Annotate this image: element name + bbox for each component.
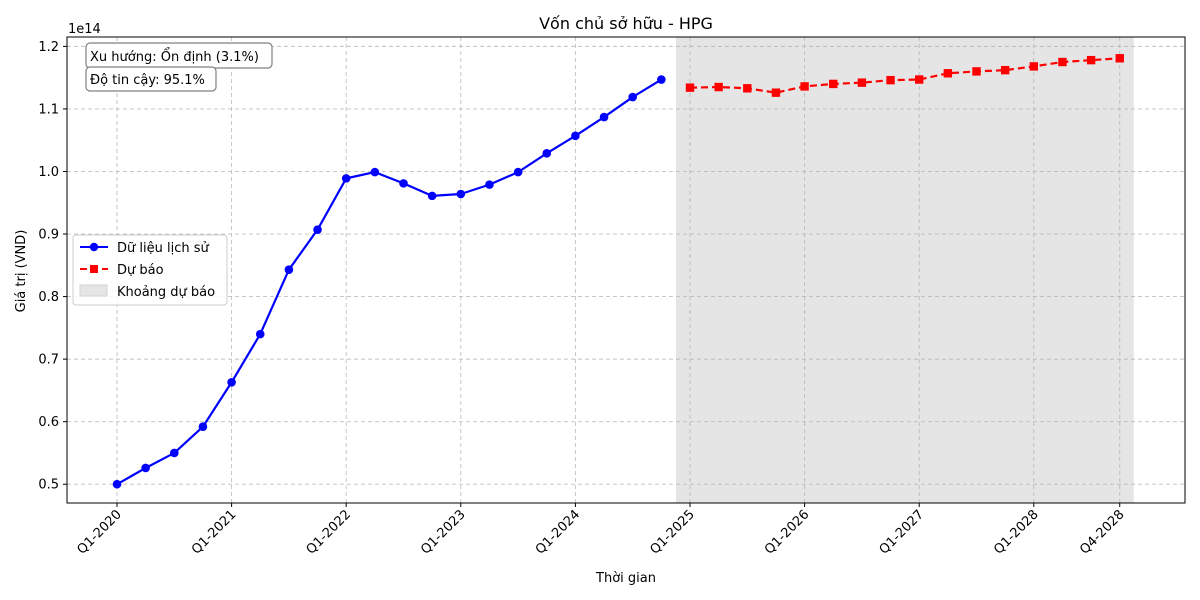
history-point <box>628 92 637 102</box>
history-point <box>255 329 265 339</box>
y-tick-label: 1.0 <box>38 165 59 180</box>
y-tick-label: 1.1 <box>38 102 59 117</box>
y-tick-label: 1.2 <box>38 40 59 55</box>
legend-shade-swatch <box>79 284 108 297</box>
forecast-point <box>857 78 867 87</box>
history-point <box>227 377 236 387</box>
x-tick-label: Q1-2027 <box>877 507 927 557</box>
forecast-point <box>1058 57 1067 67</box>
x-tick-label: Q1-2023 <box>418 507 468 557</box>
history-point <box>456 189 466 199</box>
history-point <box>542 149 552 158</box>
history-point <box>513 167 523 177</box>
forecast-point <box>886 75 895 85</box>
history-point <box>170 448 179 458</box>
forecast-shaded-region <box>676 37 1134 503</box>
annotation-trend-text: Xu hướng: Ổn định (3.1%) <box>90 48 259 65</box>
history-point <box>427 191 437 201</box>
y-axis-label: Giá trị (VND) <box>14 230 29 313</box>
plot-frame <box>66 36 1186 504</box>
x-tick-label: Q4-2028 <box>1077 507 1127 557</box>
x-tick-label: Q1-2024 <box>533 507 583 557</box>
x-tick-label: Q1-2025 <box>647 507 697 557</box>
legend-history-marker <box>89 242 99 252</box>
history-point <box>141 463 150 473</box>
y-tick-label: 0.7 <box>38 353 59 368</box>
history-point <box>341 174 351 183</box>
annotation-trend: Xu hướng: Ổn định (3.1%) <box>85 42 273 69</box>
x-axis-label: Thời gian <box>595 571 656 586</box>
legend-shade-label: Khoảng dự báo <box>117 285 215 300</box>
annotation-confidence-text: Độ tin cậy: 95.1% <box>90 73 205 88</box>
forecast-point <box>771 88 781 97</box>
history-point <box>599 112 609 122</box>
history-point <box>485 180 494 189</box>
chart-title: Vốn chủ sở hữu - HPG <box>539 14 713 33</box>
forecast-point <box>800 82 809 91</box>
forecast-point <box>1000 65 1010 75</box>
history-point <box>657 75 666 84</box>
forecast-point <box>685 83 695 92</box>
forecast-point <box>1086 55 1096 65</box>
forecast-point <box>943 69 953 78</box>
forecast-point <box>714 82 723 92</box>
history-line <box>116 78 662 486</box>
history-point <box>198 422 208 431</box>
legend: Dữ liệu lịch sử Khoảng dự báo Dự báo <box>72 234 228 306</box>
forecast-point <box>915 75 924 84</box>
y-tick-label: 0.5 <box>38 478 59 493</box>
y-tick-label: 0.6 <box>38 415 59 430</box>
history-point <box>112 479 122 489</box>
y-axis-multiplier: 1e14 <box>68 22 101 37</box>
forecast-point <box>829 79 838 89</box>
history-point <box>399 179 408 188</box>
legend-forecast-marker <box>90 265 98 273</box>
forecast-point <box>743 84 752 93</box>
x-tick-label: Q1-2022 <box>304 507 354 557</box>
forecast-point <box>972 67 981 76</box>
x-tick-label: Q1-2028 <box>991 507 1041 557</box>
legend-history-label: Dữ liệu lịch sử <box>117 241 209 256</box>
history-point <box>313 225 322 234</box>
legend-forecast-label: Dự báo <box>117 263 164 278</box>
history-point <box>284 265 294 274</box>
y-tick-label: 0.8 <box>38 290 59 305</box>
y-tick-label: 0.9 <box>38 228 59 243</box>
x-tick-label: Q1-2020 <box>74 507 124 557</box>
x-tick-label: Q1-2021 <box>189 507 239 557</box>
forecast-point <box>1115 54 1124 63</box>
forecast-point <box>1029 62 1038 71</box>
history-point <box>370 167 380 177</box>
x-tick-label: Q1-2026 <box>762 507 812 557</box>
forecast-line <box>689 57 1120 94</box>
annotation-confidence: Độ tin cậy: 95.1% <box>85 66 217 92</box>
history-point <box>571 131 580 141</box>
